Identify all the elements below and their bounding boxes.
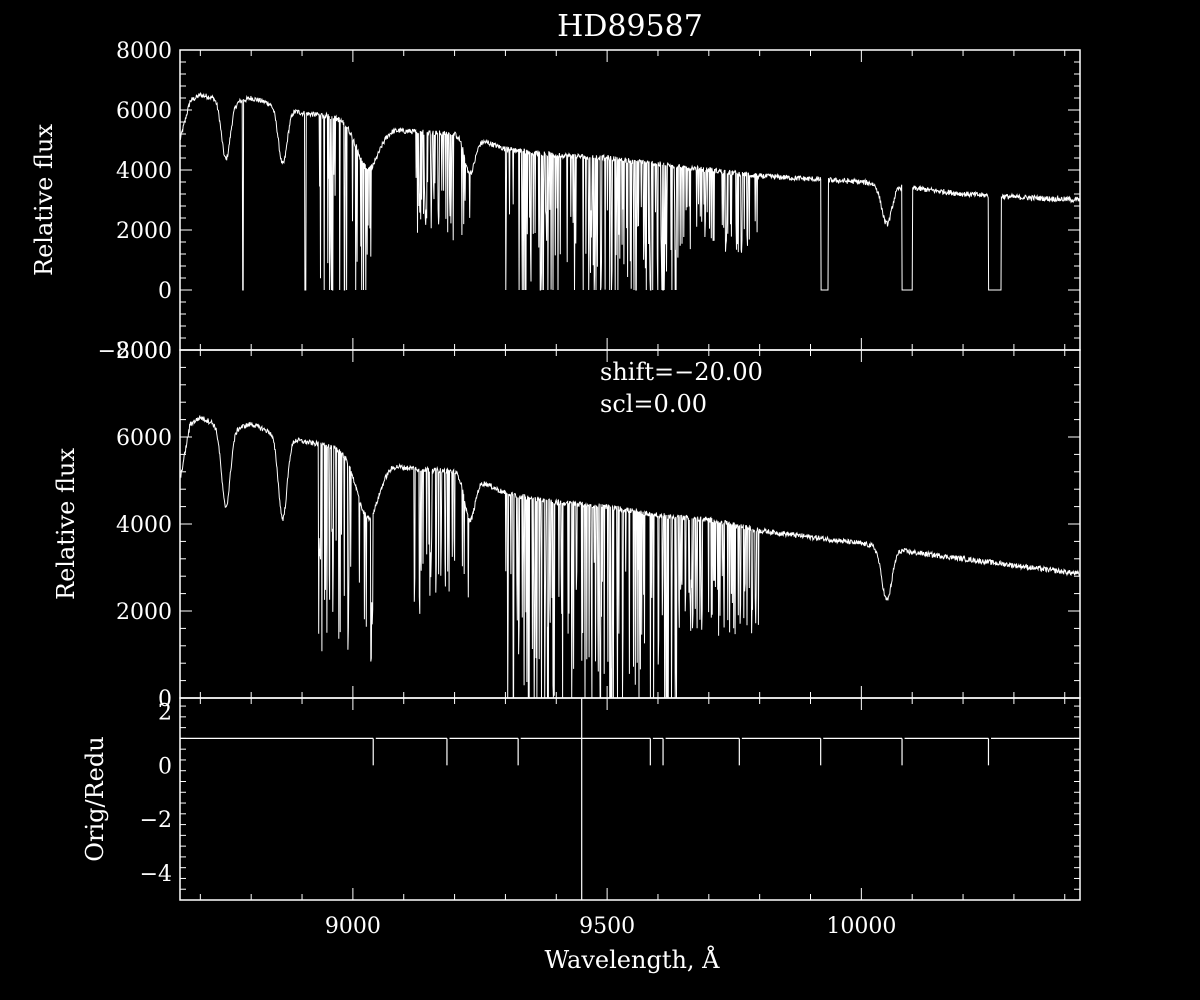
y-axis-label: Relative flux <box>52 448 80 600</box>
panel-2: 0 2000 4000 6000 8000 Relative flux shift=−20.… <box>52 339 1081 712</box>
annotation: shift=−20.00 <box>600 358 763 386</box>
y-tick-label: −2000 <box>98 339 172 364</box>
panel-3: −4 −2 0 2 Orig/Redu <box>81 697 1081 901</box>
x-tick-label: 9500 <box>579 914 635 939</box>
y-tick-label: 4000 <box>116 513 172 538</box>
annotation: scl=0.00 <box>600 390 707 418</box>
y-axis-label: Relative flux <box>30 124 58 276</box>
x-axis-label: Wavelength, Å <box>544 945 720 974</box>
chart-title: HD89587 <box>557 9 703 44</box>
y-tick-label: 4000 <box>116 159 172 184</box>
y-tick-label: 8000 <box>116 39 172 64</box>
spectrum-line <box>180 415 1080 698</box>
y-tick-label: 2 <box>158 700 172 725</box>
y-axis-label: Orig/Redu <box>81 736 109 861</box>
panel-2-data <box>180 415 1080 698</box>
y-tick-label: 2000 <box>116 219 172 244</box>
y-tick-label: −4 <box>140 862 172 887</box>
panel-3-frame <box>179 697 1081 901</box>
y-tick-label: 6000 <box>116 426 172 451</box>
spectrum-line <box>180 91 1080 291</box>
x-tick-label: 9000 <box>325 914 381 939</box>
plot-layer: −2000 0 2000 4000 6000 8000 Relative flux 0 2000… <box>30 39 1081 939</box>
y-tick-label: 2000 <box>116 600 172 625</box>
y-tick-label: 0 <box>158 687 172 712</box>
y-tick-label: 8000 <box>116 339 172 364</box>
y-tick-label: −2 <box>140 808 172 833</box>
panel-1-data <box>180 91 1080 291</box>
x-tick-label: 10000 <box>826 914 896 939</box>
y-tick-label: 0 <box>158 279 172 304</box>
y-tick-label: 6000 <box>116 99 172 124</box>
panel-3-data <box>180 698 1080 900</box>
panel-1: −2000 0 2000 4000 6000 8000 Relative flux <box>30 39 1081 364</box>
y-tick-label: 0 <box>158 754 172 779</box>
